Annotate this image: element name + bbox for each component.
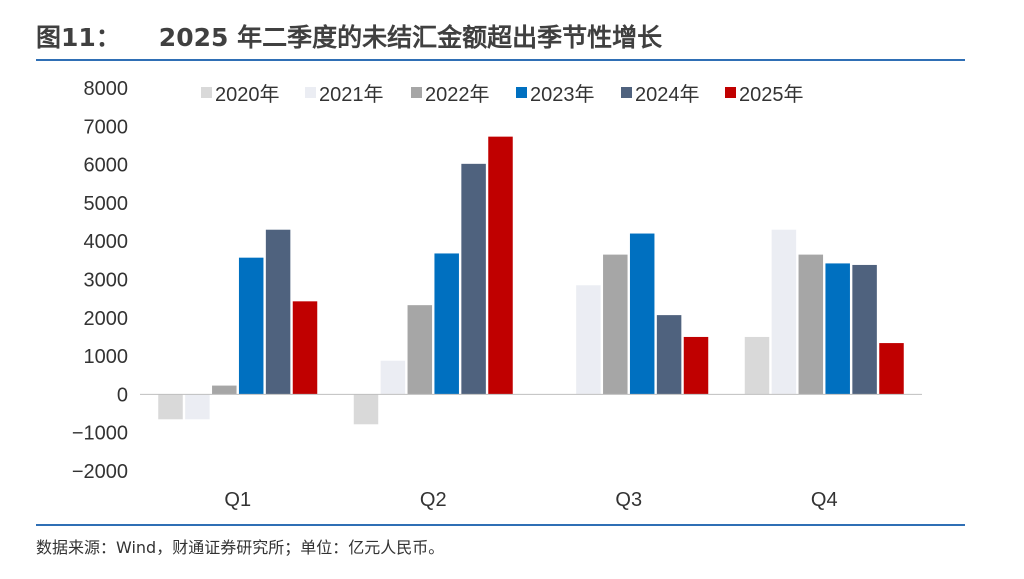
bar-q3-2021 [576, 285, 601, 395]
bar-q4-2022 [798, 254, 824, 395]
bar-q1-2022 [212, 385, 237, 395]
bars [158, 136, 904, 425]
bar-q2-2023 [434, 253, 459, 395]
source-note: 数据来源：Wind，财通证券研究所；单位：亿元人民币。 [36, 538, 445, 557]
y-tick-label: 8000 [84, 78, 129, 100]
bar-q2-2020 [353, 394, 379, 425]
legend-swatch [725, 87, 736, 98]
legend-swatch [621, 87, 632, 98]
bar-q2-2021 [380, 360, 406, 395]
bar-q1-2020 [158, 394, 183, 420]
y-tick-label: 0 [117, 384, 128, 406]
legend: 2020年 2021年 2022年 2023年 2024年 2025年 [201, 83, 804, 106]
figure-title: 图11： 2025 年二季度的未结汇金额超出季节性增长 [36, 18, 662, 54]
top-rule [36, 59, 965, 61]
top-rule-accent [956, 59, 965, 61]
bar-q2-2022 [407, 305, 433, 395]
bar-q4-2025 [879, 343, 904, 395]
figure-title-text: 2025 年二季度的未结汇金额超出季节性增长 [158, 23, 663, 52]
legend-swatch [516, 87, 527, 98]
legend-label: 2025年 [739, 83, 804, 106]
y-tick-label: 3000 [84, 270, 129, 292]
x-tick-label: Q4 [811, 489, 838, 511]
x-tick-label: Q3 [615, 489, 642, 511]
legend-label: 2020年 [215, 83, 280, 106]
y-tick-label: 6000 [84, 155, 129, 177]
bar-q3-2024 [656, 315, 682, 395]
bar-chart: −2000 −1000 0 1000 2000 3000 4000 5000 6000 7000 8… [72, 78, 922, 511]
legend-label: 2024年 [635, 83, 700, 106]
y-tick-label: −2000 [72, 461, 128, 483]
bar-q3-2022 [603, 254, 628, 395]
bar-q3-2025 [683, 336, 709, 395]
y-tick-label: 7000 [84, 116, 129, 138]
legend-swatch [201, 87, 212, 98]
bar-q2-2025 [488, 136, 513, 395]
legend-label: 2023年 [530, 83, 595, 106]
bar-q1-2023 [238, 257, 264, 395]
y-tick-label: 1000 [84, 346, 129, 368]
bar-q1-2021 [185, 394, 210, 420]
x-tick-label: Q1 [224, 489, 251, 511]
bar-q4-2021 [771, 229, 797, 395]
bar-q1-2025 [292, 301, 318, 395]
y-tick-label: 5000 [84, 193, 129, 215]
x-tick-label: Q2 [420, 489, 447, 511]
y-tick-label: −1000 [72, 423, 128, 445]
legend-label: 2021年 [319, 83, 384, 106]
y-axis: −2000 −1000 0 1000 2000 3000 4000 5000 6000 7000 8… [72, 78, 128, 483]
bar-q1-2024 [265, 229, 291, 395]
y-tick-label: 4000 [84, 231, 129, 253]
bar-q4-2024 [852, 264, 877, 395]
bar-q3-2023 [629, 233, 655, 395]
bar-q4-2020 [744, 336, 770, 395]
legend-swatch [305, 87, 316, 98]
legend-label: 2022年 [425, 83, 490, 106]
x-axis: Q1 Q2 Q3 Q4 [224, 489, 837, 511]
bar-q4-2023 [825, 263, 850, 395]
y-tick-label: 2000 [84, 308, 129, 330]
legend-swatch [411, 87, 422, 98]
bottom-rule [36, 524, 965, 526]
figure-number: 图11： [36, 23, 121, 52]
bar-q2-2024 [461, 163, 486, 395]
